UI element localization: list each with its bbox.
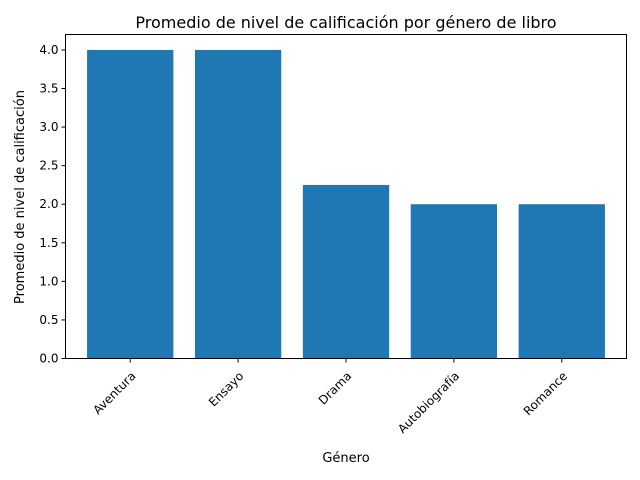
bar-autobiografía xyxy=(410,204,498,359)
y-tick-label: 1.5 xyxy=(39,236,58,250)
bar-drama xyxy=(302,184,390,359)
x-tick-label: Romance xyxy=(521,369,570,418)
chart-title: Promedio de nivel de calificación por gé… xyxy=(135,13,556,32)
x-tick-label: Aventura xyxy=(90,369,138,417)
x-tick-label: Autobiografía xyxy=(395,369,462,436)
y-tick-label: 0.0 xyxy=(39,352,58,366)
y-tick-label: 3.0 xyxy=(39,120,58,134)
y-tick-label: 0.5 xyxy=(39,313,58,327)
y-axis-label: Promedio de nivel de calificación xyxy=(13,90,28,304)
x-tick-label: Drama xyxy=(316,369,355,408)
y-tick-label: 2.5 xyxy=(39,159,58,173)
bar-aventura xyxy=(87,49,174,359)
bar-romance xyxy=(518,204,605,359)
y-tick-label: 4.0 xyxy=(39,43,58,57)
y-tick-label: 1.0 xyxy=(39,274,58,288)
plot-area: 0.0 0.5 1.0 1.5 2.0 2.5 3.0 3.5 4.0 Aventura Ensay… xyxy=(39,43,605,436)
axes-frame xyxy=(65,34,627,359)
x-axis-label: Género xyxy=(322,451,369,466)
bar-ensayo xyxy=(194,49,282,359)
x-tick-label: Ensayo xyxy=(206,369,246,409)
y-tick-label: 2.0 xyxy=(39,197,58,211)
y-tick-label: 3.5 xyxy=(39,82,58,96)
